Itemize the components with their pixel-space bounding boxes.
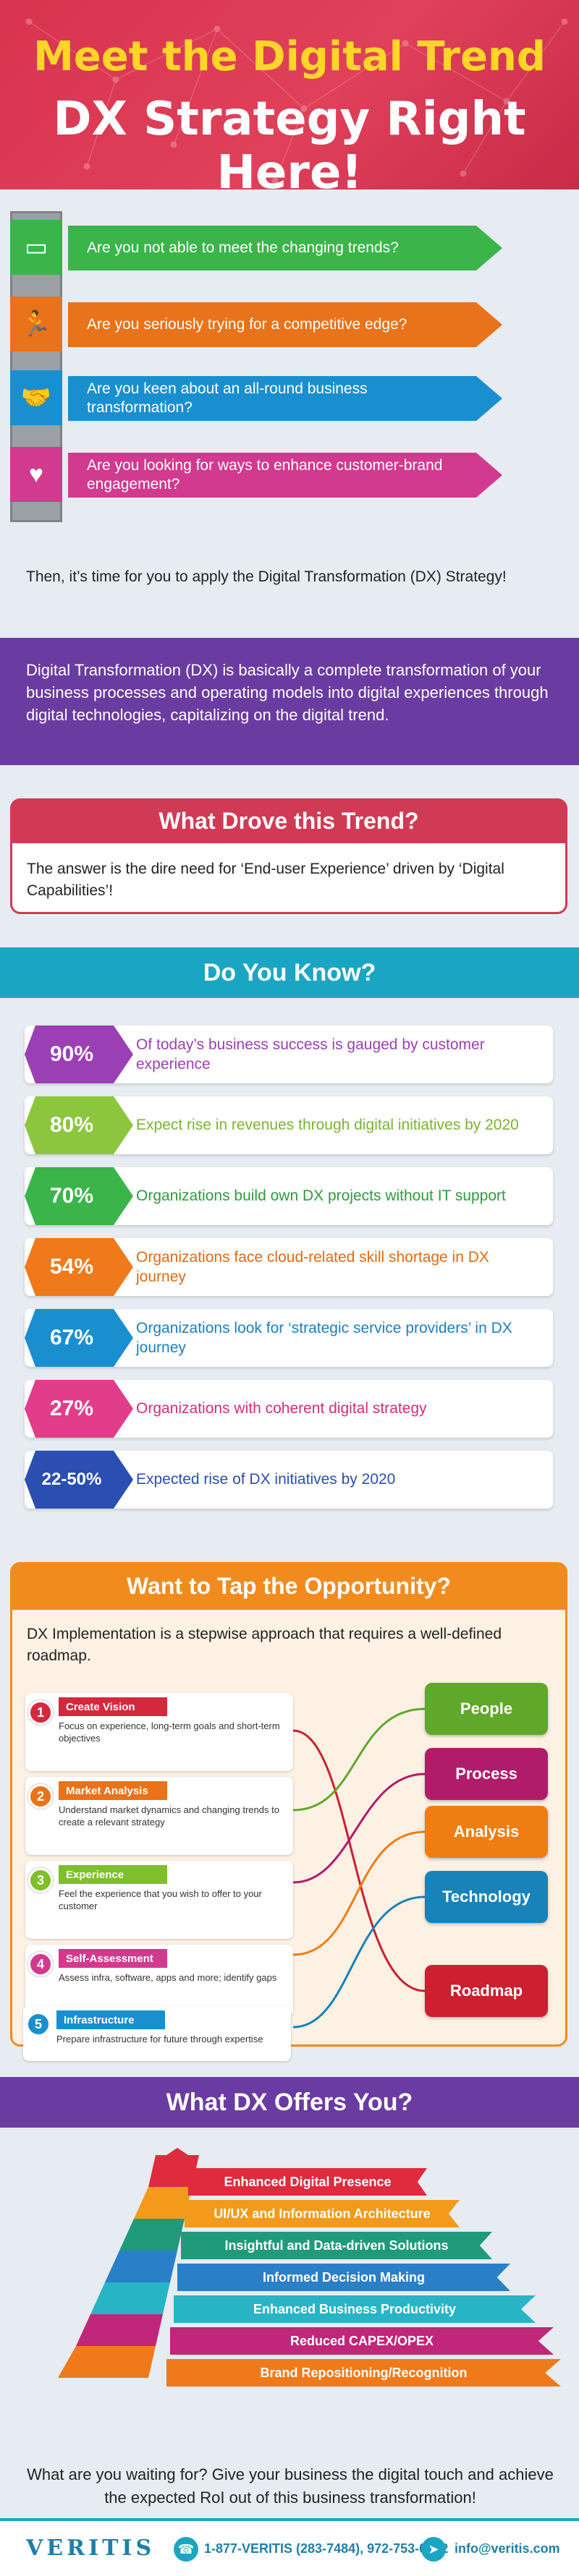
opportunity-intro: DX Implementation is a stepwise approach… xyxy=(27,1626,502,1665)
do-you-know-heading: Do You Know? xyxy=(0,947,579,998)
stat-card: 54% Organizations face cloud-related ski… xyxy=(25,1238,553,1296)
step-description: Understand market dynamics and changing … xyxy=(59,1804,279,1827)
step-card: 4 Self-Assessment Assess infra, software… xyxy=(25,1945,293,2017)
step-description: Assess infra, software, apps and more; i… xyxy=(59,1972,277,1983)
pillar-analysis: Analysis xyxy=(425,1806,548,1858)
stat-card: 22-50% Expected rise of DX initiatives b… xyxy=(25,1451,553,1509)
step-title: Experience xyxy=(59,1865,167,1884)
footer-email[interactable]: info@veritis.com xyxy=(455,2541,560,2556)
what-drove-text: The answer is the dire need for ‘End-use… xyxy=(27,861,504,900)
stat-percent: 27% xyxy=(25,1380,133,1438)
veritis-logo: VERITIS xyxy=(26,2536,156,2561)
dx-definition-section: Digital Transformation (DX) is basically… xyxy=(0,638,579,765)
stat-text: Expected rise of DX initiatives by 2020 xyxy=(136,1471,396,1488)
question-text: Are you keen about an all-round business… xyxy=(68,376,502,421)
step-description: Focus on experience, long-term goals and… xyxy=(59,1720,280,1744)
what-drove-card: What Drove this Trend? The answer is the… xyxy=(10,798,567,914)
stat-percent: 54% xyxy=(25,1238,133,1296)
question-row: ▭ Are you not able to meet the changing … xyxy=(10,220,517,275)
send-icon: ➤ xyxy=(421,2537,446,2562)
step-card: 2 Market Analysis Understand market dyna… xyxy=(25,1777,293,1855)
step-card: 5 Infrastructure Prepare infrastructure … xyxy=(23,2006,291,2061)
questions-section: ▭ Are you not able to meet the changing … xyxy=(0,189,579,638)
pillar-people: People xyxy=(425,1683,548,1735)
offer-item: Enhanced Digital Presence xyxy=(188,2168,427,2196)
step-card: 3 Experience Feel the experience that yo… xyxy=(25,1861,293,1939)
question-text: Are you looking for ways to enhance cust… xyxy=(68,453,502,498)
what-drove-heading: What Drove this Trend? xyxy=(10,798,567,843)
offer-item: Insightful and Data-driven Solutions xyxy=(181,2232,492,2259)
question-row: 🏃 Are you seriously trying for a competi… xyxy=(10,297,517,351)
question-text: Are you seriously trying for a competiti… xyxy=(68,302,502,347)
stat-percent: 22-50% xyxy=(25,1451,133,1509)
opportunity-heading: Want to Tap the Opportunity? xyxy=(10,1562,567,1610)
stat-card: 27% Organizations with coherent digital … xyxy=(25,1380,553,1438)
handshake-icon: 🤝 xyxy=(10,370,62,425)
step-title: Market Analysis xyxy=(59,1781,167,1800)
step-card: 1 Create Vision Focus on experience, lon… xyxy=(25,1693,293,1771)
dx-definition-text: Digital Transformation (DX) is basically… xyxy=(26,661,549,724)
stat-text: Of today’s business success is gauged by… xyxy=(136,1036,485,1072)
step-title: Self-Assessment xyxy=(59,1949,167,1968)
step-number: 1 xyxy=(28,1700,53,1725)
offer-item: Brand Repositioning/Recognition xyxy=(166,2359,561,2387)
offer-item: Informed Decision Making xyxy=(177,2264,510,2291)
step-number: 3 xyxy=(28,1868,53,1893)
question-text: Are you not able to meet the changing tr… xyxy=(68,226,502,270)
closing-text: What are you waiting for? Give your busi… xyxy=(27,2465,554,2507)
stat-text: Expect rise in revenues through digital … xyxy=(136,1117,519,1134)
step-number: 2 xyxy=(28,1784,53,1809)
offer-item: Reduced CAPEX/OPEX xyxy=(170,2327,554,2355)
phone-icon: ☎ xyxy=(174,2537,198,2562)
offer-item: UI/UX and Information Architecture xyxy=(185,2200,460,2227)
title-line-1: Meet the Digital Trend xyxy=(33,33,546,80)
stat-percent: 80% xyxy=(25,1096,133,1154)
stat-percent: 90% xyxy=(25,1025,133,1083)
network-pattern xyxy=(25,18,568,184)
stat-percent: 67% xyxy=(25,1309,133,1367)
pillar-process: Process xyxy=(425,1748,548,1800)
stat-text: Organizations build own DX projects with… xyxy=(136,1187,506,1205)
running-person-icon: 🏃 xyxy=(10,297,62,351)
question-row: ♥ Are you looking for ways to enhance cu… xyxy=(10,447,517,502)
step-description: Feel the experience that you wish to off… xyxy=(59,1888,262,1911)
hero-banner: Meet the Digital Trend DX Strategy Right… xyxy=(0,0,579,189)
what-drove-section: What Drove this Trend? The answer is the… xyxy=(0,765,579,939)
step-number: 5 xyxy=(26,2012,51,2037)
stat-card: 80% Expect rise in revenues through digi… xyxy=(25,1096,553,1154)
step-description: Prepare infrastructure for future throug… xyxy=(56,2034,263,2044)
stat-card: 70% Organizations build own DX projects … xyxy=(25,1167,553,1225)
do-you-know-section: Do You Know? 90% Of today’s business suc… xyxy=(0,939,579,1546)
presentation-board-icon: ▭ xyxy=(10,220,62,275)
pillar-technology: Technology xyxy=(425,1871,548,1923)
stat-text: Organizations with coherent digital stra… xyxy=(136,1400,427,1417)
stat-percent: 70% xyxy=(25,1167,133,1225)
pyramid-graphic xyxy=(58,2148,199,2378)
opportunity-card: Want to Tap the Opportunity? DX Implemen… xyxy=(10,1562,567,2047)
offers-heading: What DX Offers You? xyxy=(0,2077,579,2128)
step-number: 4 xyxy=(28,1952,53,1976)
stat-text: Organizations face cloud-related skill s… xyxy=(136,1248,489,1285)
stat-card: 90% Of today’s business success is gauge… xyxy=(25,1025,553,1083)
step-title: Create Vision xyxy=(59,1697,167,1716)
hands-heart-icon: ♥ xyxy=(10,447,62,502)
footer-phone[interactable]: 1-877-VERITIS (283-7484), 972-753-0022 xyxy=(204,2541,449,2556)
question-row: 🤝 Are you keen about an all-round busine… xyxy=(10,370,517,425)
stat-card: 67% Organizations look for ‘strategic se… xyxy=(25,1309,553,1367)
stat-text: Organizations look for ‘strategic servic… xyxy=(136,1319,512,1356)
footer: VERITIS ☎ 1-877-VERITIS (283-7484), 972-… xyxy=(0,2518,579,2576)
title-line-2: DX Strategy Right Here! xyxy=(53,93,526,189)
offers-section: What DX Offers You? Enhanced Digital Pre… xyxy=(0,2067,579,2576)
question-conclusion: Then, it’s time for you to apply the Dig… xyxy=(26,568,507,585)
opportunity-section: Want to Tap the Opportunity? DX Implemen… xyxy=(0,1546,579,2067)
offer-item: Enhanced Business Productivity xyxy=(174,2295,536,2323)
step-title: Infrastructure xyxy=(56,2010,165,2029)
pillar-roadmap: Roadmap xyxy=(425,1965,548,2017)
